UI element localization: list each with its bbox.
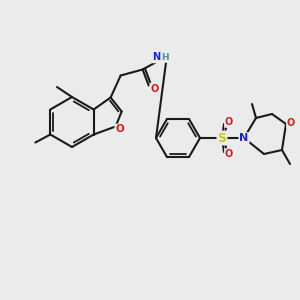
Text: O: O [287, 118, 295, 128]
Text: O: O [115, 124, 124, 134]
Text: O: O [225, 149, 233, 159]
Text: N: N [153, 52, 161, 62]
Text: O: O [151, 83, 159, 94]
Text: H: H [161, 53, 169, 62]
Text: S: S [218, 131, 226, 145]
Text: O: O [225, 117, 233, 127]
Text: N: N [239, 133, 249, 143]
